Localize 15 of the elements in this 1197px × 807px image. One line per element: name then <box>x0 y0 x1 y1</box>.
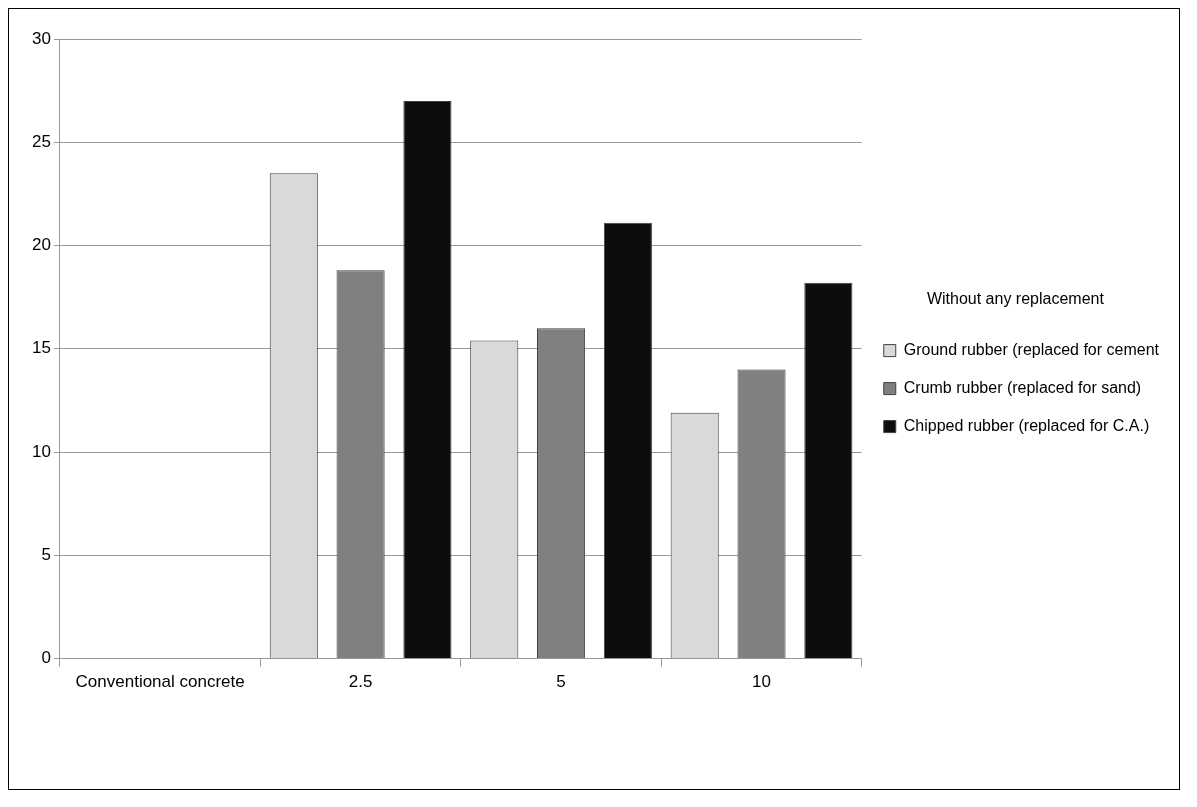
x-tick-label: 10 <box>752 672 771 692</box>
legend-label: Chipped rubber (replaced for C.A.) <box>903 417 1150 435</box>
y-tick-label: 5 <box>41 545 51 565</box>
legend-title: Without any replacement <box>926 289 1105 307</box>
legend-label: Ground rubber (replaced for cement <box>903 341 1160 359</box>
y-tick-label: 10 <box>31 441 51 461</box>
y-tick-label: 15 <box>31 338 51 358</box>
y-tick-label: 20 <box>31 235 51 255</box>
y-tick-label: 25 <box>31 131 51 151</box>
x-tick-label: Conventional concrete <box>75 672 245 692</box>
x-tick-label: 2.5 <box>348 672 373 692</box>
y-tick-label: 30 <box>31 28 51 48</box>
y-tick-label: 0 <box>41 648 51 668</box>
legend-label: Crumb rubber (replaced for sand) <box>903 379 1142 397</box>
x-tick-label: 5 <box>556 672 566 692</box>
